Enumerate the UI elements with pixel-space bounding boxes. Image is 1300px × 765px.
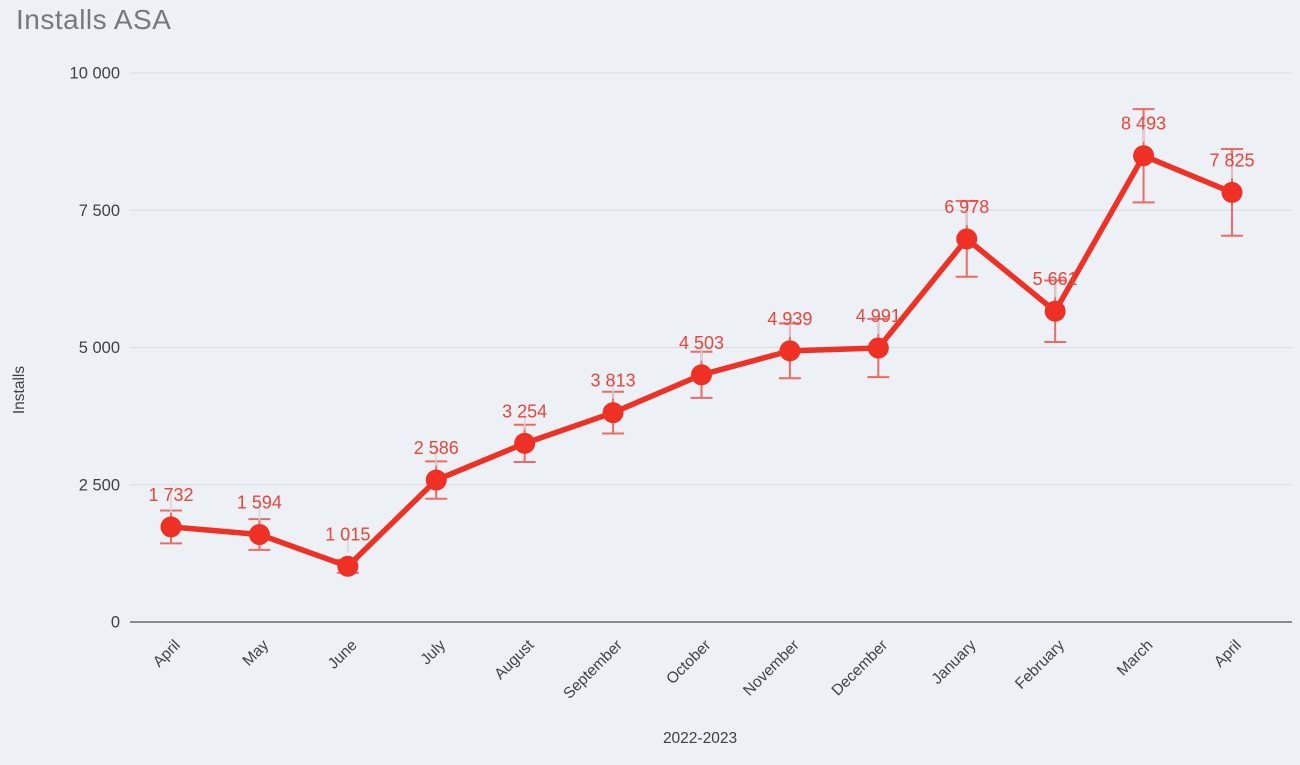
value-label: 7 825 — [1209, 150, 1254, 170]
x-tick-label-1: May — [240, 637, 273, 670]
value-label: 3 254 — [502, 401, 547, 421]
data-point-december-8[interactable] — [867, 337, 889, 359]
y-tick-label: 10 000 — [70, 65, 120, 83]
x-tick-label-4: August — [491, 636, 538, 683]
value-label: 3 813 — [591, 371, 636, 391]
data-point-july-3[interactable] — [425, 469, 447, 491]
value-label: 2 586 — [414, 438, 459, 458]
data-point-january-9[interactable] — [956, 228, 978, 250]
x-tick-label-9: January — [929, 637, 980, 688]
value-label: 1 015 — [325, 524, 370, 544]
x-tick-label-2: June — [325, 637, 361, 673]
value-label: 1 732 — [148, 485, 193, 505]
value-label: 4 991 — [856, 306, 901, 326]
x-tick-label-8: December — [829, 637, 892, 700]
y-axis-title: Installs — [11, 366, 28, 414]
axis-labels: April May June July August September October No… — [150, 636, 1245, 702]
data-point-october-6[interactable] — [691, 364, 712, 386]
value-labels: 1 732 1 594 1 015 2 586 3 254 3 813 4 503 4 939… — [148, 114, 1255, 553]
value-label: 8 493 — [1121, 114, 1166, 134]
y-tick-label: 7 500 — [79, 202, 120, 220]
data-point-september-5[interactable] — [602, 402, 624, 424]
value-label: 5 661 — [1033, 269, 1078, 289]
x-tick-label-3: July — [418, 637, 450, 669]
value-label: 1 594 — [237, 492, 282, 512]
data-series — [160, 145, 1243, 577]
data-point-june-2[interactable] — [337, 555, 359, 577]
data-point-august-4[interactable] — [514, 432, 536, 454]
data-point-april-12[interactable] — [1221, 181, 1243, 203]
data-point-april-0[interactable] — [160, 516, 182, 538]
value-label: 4 503 — [679, 333, 724, 353]
data-point-february-10[interactable] — [1044, 300, 1066, 322]
x-tick-label-7: November — [740, 637, 803, 700]
data-point-may-1[interactable] — [248, 523, 270, 545]
gridlines: 0 2 500 5 000 7 500 10 000 — [70, 65, 1292, 632]
x-tick-label-12: April — [1211, 637, 1245, 671]
x-tick-label-5: September — [560, 637, 626, 703]
x-axis-title: 2022-2023 — [663, 730, 737, 747]
x-tick-label-10: February — [1012, 637, 1068, 693]
chart-title: Installs ASA — [16, 4, 172, 35]
x-tick-label-0: April — [150, 637, 184, 671]
x-tick-label-6: October — [663, 637, 714, 688]
value-label: 6 978 — [944, 197, 989, 217]
y-tick-label: 0 — [111, 614, 120, 632]
data-point-november-7[interactable] — [779, 340, 801, 362]
y-tick-label: 5 000 — [79, 339, 120, 357]
value-label: 4 939 — [767, 309, 812, 329]
y-tick-label: 2 500 — [79, 476, 120, 494]
data-point-march-11[interactable] — [1133, 145, 1155, 167]
x-tick-label-11: March — [1114, 637, 1156, 679]
